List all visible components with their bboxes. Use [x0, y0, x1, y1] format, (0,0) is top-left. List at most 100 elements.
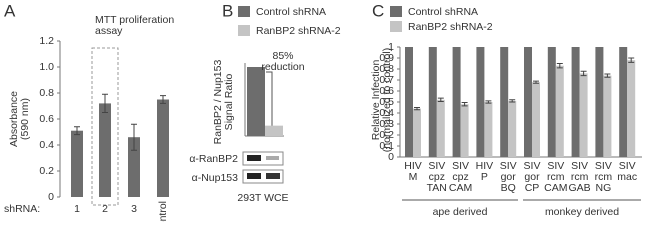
bar: [571, 47, 580, 157]
bar: [157, 99, 169, 197]
x-tick-label: mac: [617, 171, 637, 183]
bar: [532, 82, 540, 157]
x-tick-label: cpz: [452, 171, 468, 183]
blot-label: α-Nup153: [192, 172, 239, 184]
x-tick-label: P: [481, 171, 488, 183]
blot-band: [266, 173, 280, 179]
bar: [603, 75, 612, 157]
highlight-box: [91, 47, 119, 206]
bar: [500, 47, 509, 157]
blot-band: [266, 156, 279, 160]
bar: [595, 47, 604, 157]
blot-caption: 293T WCE: [237, 192, 288, 204]
chart-title: assay: [95, 25, 123, 37]
error-bar: [131, 123, 137, 151]
y-axis-label: (normalized to control): [381, 48, 393, 152]
legend-label: RanBP2 shRNA-2: [408, 21, 493, 33]
bar: [436, 99, 445, 157]
chart-title: MTT proliferation: [95, 14, 174, 26]
reduction-bracket: [266, 71, 273, 128]
y-tick-label: 0.1: [379, 140, 394, 152]
x-tick-label: TAN: [427, 182, 447, 194]
x-tick-label: NG: [596, 182, 612, 194]
error-bar: [414, 107, 420, 111]
y-tick-label: 0: [48, 191, 54, 203]
error-bar: [509, 99, 516, 103]
y-tick-label: 0.8: [39, 87, 54, 99]
blot-band: [247, 155, 261, 161]
y-tick-label: 1: [388, 41, 394, 53]
x-tick-label: SIV: [452, 160, 469, 172]
x-tick-label: SIV: [619, 160, 636, 172]
blot-band: [247, 173, 261, 179]
x-tick-label: HIV: [404, 160, 422, 172]
x-tick-label: SIV: [524, 160, 541, 172]
y-tick-label: 1.0: [39, 61, 54, 73]
bar: [405, 47, 413, 157]
legend-label: Control shRNA: [256, 6, 326, 18]
x-tick-label: 3: [131, 203, 137, 215]
annotation: reduction: [261, 61, 304, 73]
x-tick-label: BQ: [501, 182, 516, 194]
bar: [547, 47, 556, 157]
y-tick-label: 0.2: [39, 165, 54, 177]
error-bar: [102, 93, 108, 113]
bar: [579, 73, 588, 157]
error-bar: [556, 63, 563, 69]
legend-label: Control shRNA: [408, 6, 478, 18]
y-axis-label: (590 nm): [19, 98, 31, 140]
error-bar: [533, 80, 539, 84]
x-tick-label: SIV: [547, 160, 564, 172]
x-tick-label: CAM: [449, 182, 472, 194]
legend-swatch: [390, 21, 402, 32]
error-bar: [74, 126, 80, 136]
x-tick-label: HIV: [476, 160, 494, 172]
group-label: ape derived: [433, 206, 488, 218]
x-tick-label: rcm: [595, 171, 613, 183]
bar: [71, 130, 83, 197]
x-tick-label: M: [409, 171, 418, 183]
bar: [452, 47, 461, 157]
panel-label: B: [222, 1, 233, 20]
x-tick-label: cpz: [429, 171, 445, 183]
legend-label: RanBP2 shRNA-2: [256, 25, 341, 37]
error-bar: [604, 73, 611, 78]
x-tick-label: control: [157, 201, 169, 222]
y-tick-label: 0: [388, 151, 394, 163]
x-tick-label: CP: [525, 182, 540, 194]
bar: [99, 103, 111, 197]
bar: [428, 47, 437, 157]
error-bar: [628, 57, 635, 63]
y-axis-label: Relative Infection: [370, 60, 382, 141]
bar: [128, 137, 140, 197]
bar: [265, 125, 283, 136]
bar: [508, 100, 517, 157]
bar: [413, 108, 421, 157]
bar: [476, 47, 485, 157]
x-tick-label: rcm: [571, 171, 589, 183]
x-tick-label: 2: [102, 203, 108, 215]
x-tick-label: SIV: [571, 160, 588, 172]
bar: [524, 47, 532, 157]
bar: [619, 47, 628, 157]
y-tick-label: 0.7: [379, 74, 394, 86]
bar: [484, 102, 493, 157]
x-tick-label: SIV: [595, 160, 612, 172]
annotation: 85%: [272, 50, 293, 62]
x-tick-label: CAM: [544, 182, 567, 194]
legend-swatch: [238, 6, 250, 17]
x-tick-label: GAB: [569, 182, 591, 194]
bar: [460, 104, 469, 157]
y-tick-label: 1.2: [39, 35, 54, 47]
legend-swatch: [238, 25, 250, 36]
x-tick-label: SIV: [428, 160, 445, 172]
error-bar: [461, 102, 468, 107]
x-tick-label: gor: [501, 171, 517, 183]
error-bar: [485, 100, 492, 104]
bar: [247, 67, 265, 136]
error-bar: [580, 70, 587, 77]
error-bar: [160, 95, 166, 104]
y-tick-label: 0.6: [379, 85, 394, 97]
x-tick-label: SIV: [500, 160, 517, 172]
